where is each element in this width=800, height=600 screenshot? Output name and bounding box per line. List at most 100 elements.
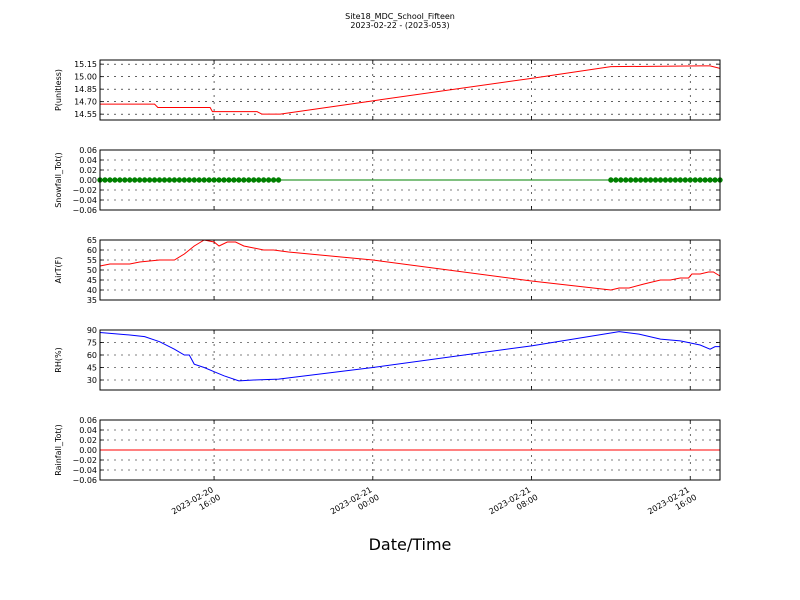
x-tick-label: 2023-02-21 16:00: [646, 484, 698, 525]
x-tick-label: 2023-02-21 08:00: [488, 484, 540, 525]
data-point: [191, 177, 197, 183]
data-point: [161, 177, 168, 183]
data-point: [206, 177, 212, 183]
data-point: [112, 177, 118, 183]
data-point: [632, 177, 639, 183]
data-point: [712, 177, 718, 183]
data-point: [211, 177, 217, 183]
y-axis-label: P(unitless): [54, 69, 63, 111]
data-point: [275, 177, 282, 183]
data-point: [667, 177, 674, 183]
y-tick-label: 60: [87, 351, 97, 360]
data-point: [657, 177, 664, 183]
y-tick-label: 35: [87, 296, 97, 305]
y-tick-label: 0.00: [79, 446, 97, 455]
data-point: [156, 177, 163, 183]
y-tick-label: −0.02: [72, 456, 97, 465]
data-point: [102, 177, 108, 183]
y-tick-label: 60: [87, 246, 97, 255]
data-point: [221, 177, 227, 183]
y-tick-label: 14.70: [74, 98, 97, 107]
data-point: [707, 177, 713, 183]
data-point: [260, 177, 267, 183]
figure-title: Site18_MDC_School_Fifteen: [345, 12, 455, 21]
y-tick-label: 0.02: [79, 436, 97, 445]
data-point: [171, 177, 178, 183]
y-tick-label: 0.04: [79, 426, 97, 435]
y-tick-label: 0.06: [79, 146, 97, 155]
data-point: [662, 177, 669, 183]
data-point: [265, 177, 272, 183]
data-point: [181, 177, 188, 183]
y-tick-label: 15.15: [74, 60, 97, 69]
data-point: [251, 177, 257, 183]
data-point: [107, 177, 113, 183]
data-point: [136, 177, 143, 183]
y-tick-label: −0.02: [72, 186, 97, 195]
y-tick-label: 0.04: [79, 156, 97, 165]
data-point: [672, 177, 679, 183]
y-tick-label: 90: [87, 326, 97, 335]
y-tick-label: 30: [87, 376, 97, 385]
y-tick-label: 55: [87, 256, 97, 265]
data-point: [201, 177, 207, 183]
data-point: [117, 177, 123, 183]
data-line: [100, 65, 721, 115]
figure-subtitle: 2023-02-22 - (2023-053): [350, 21, 449, 30]
y-tick-label: 45: [87, 364, 97, 373]
data-point: [677, 177, 684, 183]
data-point: [141, 177, 148, 183]
data-line: [99, 239, 721, 291]
data-point: [697, 177, 703, 183]
data-point: [236, 177, 242, 183]
y-axis-label: Snowfall_Tot(): [54, 152, 63, 208]
plot-frame: [99, 329, 721, 391]
y-tick-label: 50: [87, 266, 97, 275]
data-point: [132, 177, 138, 183]
y-tick-label: −0.04: [72, 196, 97, 205]
y-tick-label: 45: [87, 276, 97, 285]
plot-frame: [99, 59, 721, 121]
y-axis-label: Rainfall_Tot(): [54, 424, 63, 476]
data-point: [166, 177, 173, 183]
data-point: [618, 177, 624, 183]
data-point: [151, 177, 158, 183]
data-point: [608, 177, 614, 183]
y-tick-label: −0.06: [72, 206, 97, 215]
y-tick-label: 65: [87, 236, 97, 245]
data-point: [122, 177, 128, 183]
y-tick-label: −0.06: [72, 476, 97, 485]
x-axis-label: Date/Time: [369, 535, 452, 554]
data-point: [647, 177, 654, 183]
plot-frame: [99, 239, 721, 301]
data-point: [176, 177, 183, 183]
y-tick-label: 0.06: [79, 416, 97, 425]
y-tick-label: 40: [87, 286, 97, 295]
y-tick-label: 0.02: [79, 166, 97, 175]
y-axis-label: RH(%): [54, 347, 63, 372]
data-point: [216, 177, 222, 183]
y-tick-label: 0.00: [79, 176, 97, 185]
y-tick-label: 14.85: [74, 85, 97, 94]
plot-frame: [99, 149, 721, 211]
data-point: [682, 177, 688, 183]
data-point: [146, 177, 153, 183]
plot-frame: [99, 419, 721, 481]
data-point: [702, 177, 708, 183]
data-point: [246, 177, 252, 183]
data-point: [186, 177, 192, 183]
data-point: [127, 177, 133, 183]
data-point: [270, 177, 277, 183]
y-tick-label: 14.55: [74, 110, 97, 119]
y-tick-label: −0.04: [72, 466, 97, 475]
data-point: [613, 177, 619, 183]
y-axis-label: AirT(F): [54, 257, 63, 284]
data-point: [637, 177, 644, 183]
data-point: [692, 177, 698, 183]
y-tick-label: 15.00: [74, 73, 97, 82]
data-point: [642, 177, 649, 183]
x-tick-label: 2023-02-21 00:00: [329, 484, 381, 525]
data-point: [231, 177, 237, 183]
data-point: [628, 177, 634, 183]
